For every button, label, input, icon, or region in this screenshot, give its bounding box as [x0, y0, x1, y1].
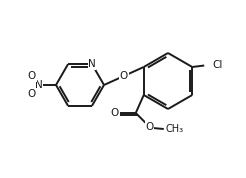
Text: N: N	[88, 59, 96, 69]
Text: O: O	[120, 71, 128, 81]
Text: Cl: Cl	[212, 60, 223, 70]
Text: O: O	[28, 71, 36, 81]
Text: N: N	[35, 80, 43, 90]
Text: O: O	[28, 89, 36, 99]
Text: O: O	[146, 122, 154, 132]
Text: O: O	[110, 108, 119, 118]
Text: CH₃: CH₃	[166, 124, 184, 134]
